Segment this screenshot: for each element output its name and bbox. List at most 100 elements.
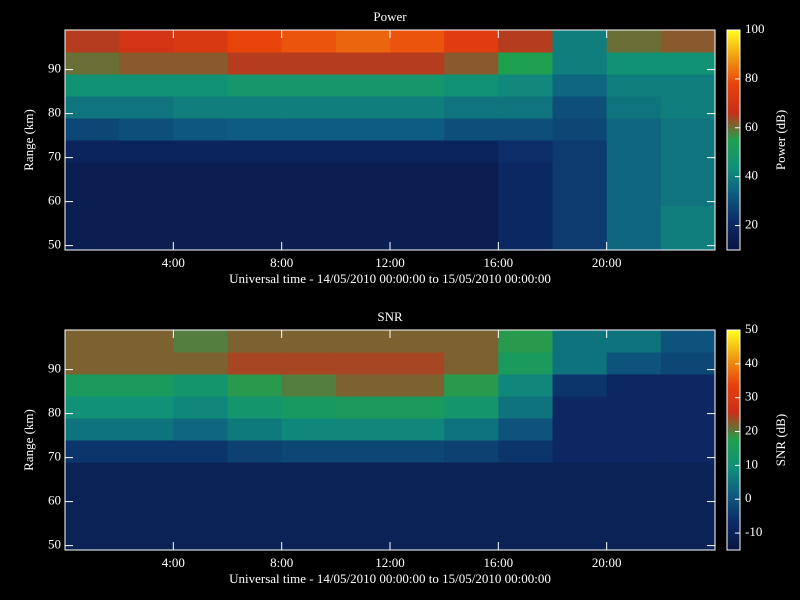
heat-cell bbox=[335, 352, 391, 375]
heat-cell bbox=[119, 52, 174, 75]
heat-cell bbox=[281, 52, 337, 75]
heat-cell bbox=[335, 440, 391, 463]
heat-cell bbox=[606, 52, 662, 75]
x-tick-label: 4:00 bbox=[162, 255, 185, 270]
heat-cell bbox=[498, 206, 553, 229]
heat-cell bbox=[335, 228, 391, 251]
heat-cell bbox=[552, 162, 608, 185]
heat-cell bbox=[65, 374, 120, 397]
heat-cell bbox=[660, 52, 716, 75]
heat-cell bbox=[335, 184, 391, 207]
heat-cell bbox=[552, 74, 608, 97]
heat-cell bbox=[65, 162, 120, 185]
heat-cell bbox=[552, 118, 608, 141]
x-axis-label: Universal time - 14/05/2010 00:00:00 to … bbox=[229, 271, 551, 286]
heat-cell bbox=[335, 52, 391, 75]
y-tick-label: 80 bbox=[48, 105, 61, 120]
heat-cell bbox=[552, 228, 608, 251]
heat-cell bbox=[119, 352, 174, 375]
y-tick-label: 90 bbox=[48, 61, 61, 76]
colorbar-tick-label: -10 bbox=[745, 524, 762, 539]
heat-cell bbox=[390, 96, 445, 119]
heat-cell bbox=[552, 52, 608, 75]
colorbar-label: SNR (dB) bbox=[773, 414, 788, 466]
heat-cell bbox=[552, 206, 608, 229]
heat-cell bbox=[281, 228, 337, 251]
heat-cell bbox=[444, 184, 499, 207]
heat-cell bbox=[606, 440, 662, 463]
heat-cell bbox=[444, 396, 499, 419]
heat-cell bbox=[281, 484, 337, 507]
heat-cell bbox=[390, 506, 445, 529]
heat-cell bbox=[281, 352, 337, 375]
heat-cell bbox=[173, 528, 228, 551]
heat-cell bbox=[390, 440, 445, 463]
x-tick-label: 16:00 bbox=[484, 555, 514, 570]
chart-title: SNR bbox=[377, 309, 403, 324]
heat-cell bbox=[227, 118, 283, 141]
heat-cell bbox=[227, 74, 283, 97]
heat-cell bbox=[606, 374, 662, 397]
colorbar-tick-label: 80 bbox=[745, 70, 758, 85]
heat-cell bbox=[65, 184, 120, 207]
heat-cell bbox=[660, 462, 716, 485]
heat-cell bbox=[606, 206, 662, 229]
y-axis-label: Range (km) bbox=[21, 409, 36, 471]
heat-cell bbox=[65, 228, 120, 251]
heat-cell bbox=[173, 396, 228, 419]
heat-cell bbox=[606, 228, 662, 251]
heat-cell bbox=[498, 374, 553, 397]
heat-cell bbox=[173, 74, 228, 97]
heat-cell bbox=[390, 118, 445, 141]
heat-cell bbox=[173, 440, 228, 463]
heat-cell bbox=[227, 506, 283, 529]
heat-cell bbox=[390, 206, 445, 229]
heat-cell bbox=[606, 462, 662, 485]
heat-cell bbox=[606, 118, 662, 141]
heat-cell bbox=[660, 330, 716, 353]
heat-cell bbox=[552, 528, 608, 551]
heat-cell bbox=[552, 140, 608, 163]
heat-cell bbox=[173, 206, 228, 229]
heat-cell bbox=[390, 462, 445, 485]
heat-cell bbox=[65, 528, 120, 551]
heat-cell bbox=[173, 352, 228, 375]
heat-cell bbox=[552, 30, 608, 53]
heat-cell bbox=[498, 118, 553, 141]
y-tick-label: 50 bbox=[48, 237, 61, 252]
heat-cell bbox=[65, 396, 120, 419]
heat-cell bbox=[173, 162, 228, 185]
heat-cell bbox=[119, 140, 174, 163]
heat-cell bbox=[119, 30, 174, 53]
heat-cell bbox=[65, 206, 120, 229]
colorbar-tick-label: 10 bbox=[745, 456, 758, 471]
heat-cell bbox=[660, 374, 716, 397]
heat-cell bbox=[227, 184, 283, 207]
heat-cell bbox=[65, 30, 120, 53]
heat-cell bbox=[281, 74, 337, 97]
heat-cell bbox=[390, 418, 445, 441]
heat-cell bbox=[498, 440, 553, 463]
heat-cell bbox=[281, 30, 337, 53]
heat-cell bbox=[65, 140, 120, 163]
heat-cell bbox=[444, 374, 499, 397]
heat-cell bbox=[227, 228, 283, 251]
heat-cell bbox=[227, 352, 283, 375]
heat-cell bbox=[390, 162, 445, 185]
heat-cell bbox=[281, 440, 337, 463]
heat-cell bbox=[606, 96, 662, 119]
heat-cell bbox=[119, 506, 174, 529]
heat-cell bbox=[281, 418, 337, 441]
heat-cell bbox=[227, 418, 283, 441]
heat-cell bbox=[390, 74, 445, 97]
heat-cell bbox=[335, 140, 391, 163]
y-tick-label: 60 bbox=[48, 193, 61, 208]
heat-cell bbox=[281, 462, 337, 485]
heat-cell bbox=[444, 30, 499, 53]
y-axis-label: Range (km) bbox=[21, 109, 36, 171]
heat-cell bbox=[390, 228, 445, 251]
heat-cell bbox=[390, 330, 445, 353]
heat-cell bbox=[119, 462, 174, 485]
heat-cell bbox=[227, 484, 283, 507]
